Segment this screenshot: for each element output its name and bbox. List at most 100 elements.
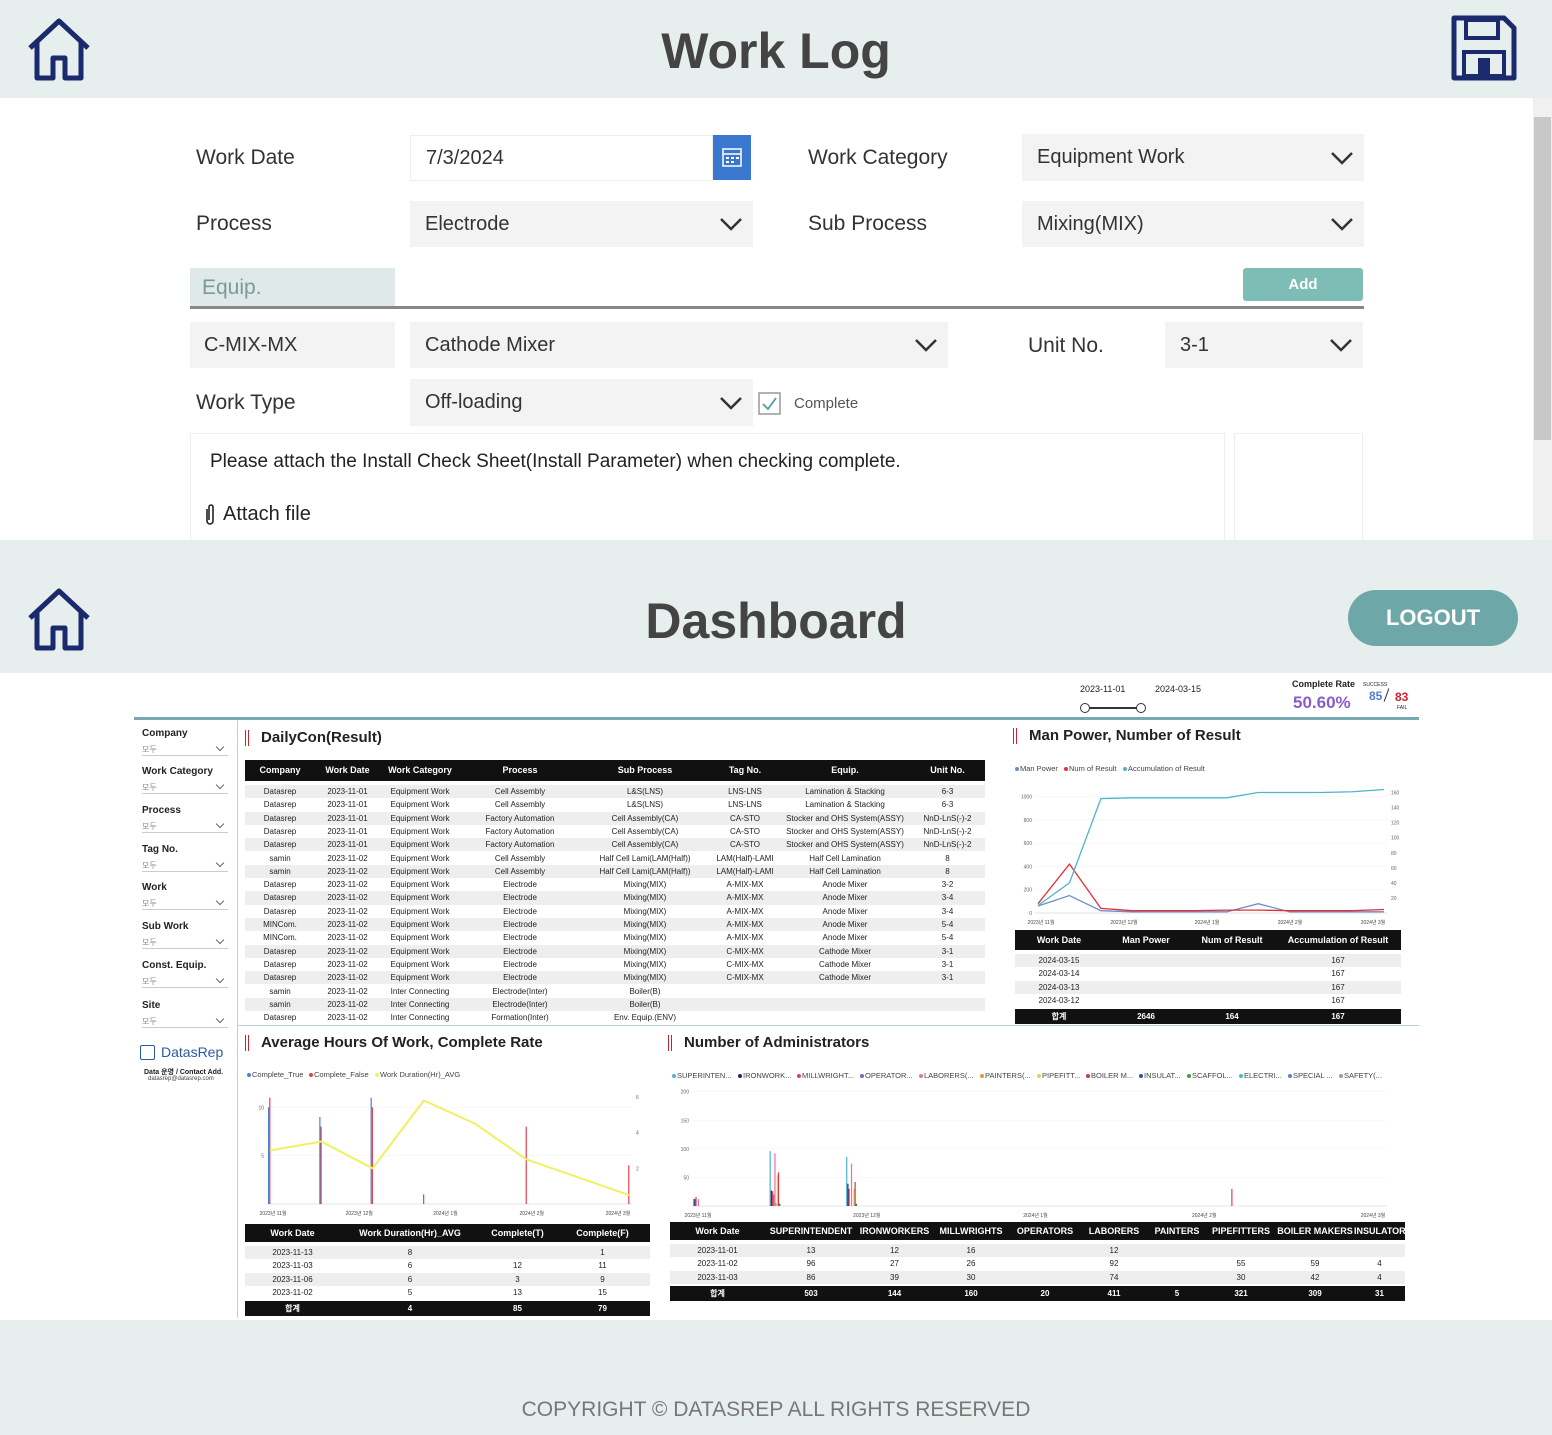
calendar-button[interactable] — [713, 135, 751, 180]
table-cell: C-MIX-MX — [726, 959, 764, 969]
mini-chart: 50 100 150 200 2023년 11월 2023년 12월 2024년 1월 202… — [681, 1090, 1387, 1219]
table-row — [245, 785, 985, 799]
logout-button[interactable]: LOGOUT — [1348, 590, 1518, 646]
table-header — [1015, 930, 1401, 950]
add-button[interactable]: Add — [1243, 268, 1363, 301]
bar — [855, 1203, 857, 1206]
bar — [770, 1190, 772, 1206]
scroll-thumb[interactable] — [1534, 117, 1551, 440]
work-type-select[interactable]: Off-loading — [410, 379, 753, 426]
label: Work Category — [808, 146, 948, 169]
table-cell: 11 — [598, 1261, 607, 1271]
mini-chart: 0 200 400 600 800 1000 20 40 60 80 100 120 140 160 202… — [1021, 788, 1400, 926]
table-cell: Datasrep — [263, 946, 297, 956]
bar — [370, 1097, 372, 1204]
table-cell: LAM(Half)-LAMI — [716, 853, 774, 863]
table-total — [1015, 1009, 1401, 1025]
work-category-select[interactable]: Equipment Work — [1022, 134, 1364, 181]
mini-chart: 5 10 2 4 6 2023년 11월 2023년 12월 2024년 1월 2024년 2월… — [258, 1095, 639, 1217]
logo: DatasRep — [161, 1044, 224, 1060]
label: Unit No. — [1028, 334, 1104, 357]
table-cell: Electrode(Inter) — [492, 986, 548, 996]
unit-select[interactable]: 3-1 — [1165, 322, 1363, 368]
total-cell: 85 — [513, 1304, 522, 1314]
table-cell: L&S(LNS) — [626, 787, 663, 796]
total-cell: 144 — [887, 1288, 902, 1298]
table-row — [1015, 967, 1401, 981]
table-row — [245, 944, 985, 958]
table-cell: 86 — [806, 1272, 816, 1282]
legend-dot — [1086, 1074, 1090, 1078]
total-cell: 167 — [1331, 1012, 1345, 1022]
y-tick-label: 100 — [681, 1147, 690, 1153]
table-cell: 92 — [1109, 1259, 1119, 1269]
scrollbar[interactable] — [1533, 98, 1552, 540]
legend-dot — [1239, 1074, 1243, 1078]
line — [1037, 788, 1385, 906]
complete-checkbox[interactable] — [758, 392, 781, 415]
slider-knob — [1136, 703, 1146, 713]
column-header: Sub Process — [617, 765, 673, 775]
table-header — [670, 1222, 1405, 1240]
slicer-value[interactable]: 모두 — [142, 860, 228, 872]
table-cell: Equipment Work — [390, 880, 450, 890]
legend-dot — [375, 1073, 379, 1077]
slicer-value[interactable]: 모두 — [142, 744, 228, 756]
slicer-value[interactable]: 모두 — [142, 782, 228, 794]
bar — [269, 1097, 271, 1204]
slicer-value[interactable]: 모두 — [142, 937, 228, 949]
bar — [850, 1163, 853, 1206]
table-cell: 2024-03-13 — [1038, 982, 1080, 992]
save-button[interactable] — [1450, 14, 1518, 82]
table-cell: A-MIX-MX — [726, 880, 764, 890]
attach-file[interactable]: Attach file — [223, 503, 311, 525]
note: Please attach the Install Check Sheet(In… — [210, 451, 901, 472]
y-tick-label: 200 — [1024, 888, 1033, 894]
table-row — [1015, 980, 1401, 994]
table-cell: Anode Mixer — [822, 880, 868, 890]
table-row — [245, 798, 985, 812]
sub-process-select[interactable]: Mixing(MIX) — [1022, 201, 1364, 247]
process-select[interactable]: Electrode — [410, 201, 753, 247]
table-row — [245, 1259, 650, 1273]
equip-select[interactable]: Cathode Mixer — [410, 322, 948, 368]
table-cell: 27 — [890, 1259, 899, 1269]
legend-label: INSULAT... — [1144, 1071, 1181, 1080]
table-cell: Datasrep — [263, 893, 297, 903]
column-header: Man Power — [1122, 935, 1170, 945]
table-cell: 2023-11-01 — [327, 840, 368, 850]
y2-tick-label: 2 — [636, 1166, 639, 1172]
table-cell: Mixing(MIX) — [623, 946, 667, 956]
home-button[interactable] — [25, 16, 93, 82]
table-cell: 8 — [945, 866, 950, 876]
table-row — [245, 891, 985, 905]
complete-rate-label: Complete Rate — [1292, 679, 1356, 689]
table-cell: Factory Automation — [485, 826, 555, 836]
legend-dot — [247, 1073, 251, 1077]
divider — [237, 1025, 1419, 1026]
table-cell: Mixing(MIX) — [623, 933, 667, 943]
home-button[interactable] — [25, 586, 93, 652]
table-cell: LAM(Half)-LAMI — [716, 866, 774, 876]
total-cell: 4 — [407, 1304, 413, 1314]
table-cell: Mixing(MIX) — [623, 880, 667, 890]
slicer-value[interactable]: 모두 — [142, 898, 228, 910]
equip-search[interactable]: Equip. — [190, 268, 395, 307]
slicer-value[interactable]: 모두 — [142, 976, 228, 988]
date-input[interactable]: 7/3/2024 — [410, 135, 713, 181]
table-row — [245, 997, 985, 1012]
date-to: 2024-03-15 — [1155, 684, 1202, 694]
table-cell: Cell Assembly — [494, 853, 546, 863]
worklog-header — [0, 0, 1552, 98]
slicer-value[interactable]: 모두 — [142, 1016, 228, 1028]
bar — [423, 1194, 425, 1204]
bar — [695, 1196, 697, 1206]
table-cell: 2023-11-02 — [327, 946, 368, 956]
slicer-label: Company — [142, 728, 188, 739]
panel-title: Man Power, Number of Result — [1013, 728, 1241, 744]
slicer-value[interactable]: 모두 — [142, 821, 228, 833]
table-cell: Datasrep — [263, 1013, 297, 1023]
y-tick-label: 150 — [681, 1118, 690, 1124]
bar — [773, 1194, 775, 1206]
table-row — [245, 878, 985, 892]
